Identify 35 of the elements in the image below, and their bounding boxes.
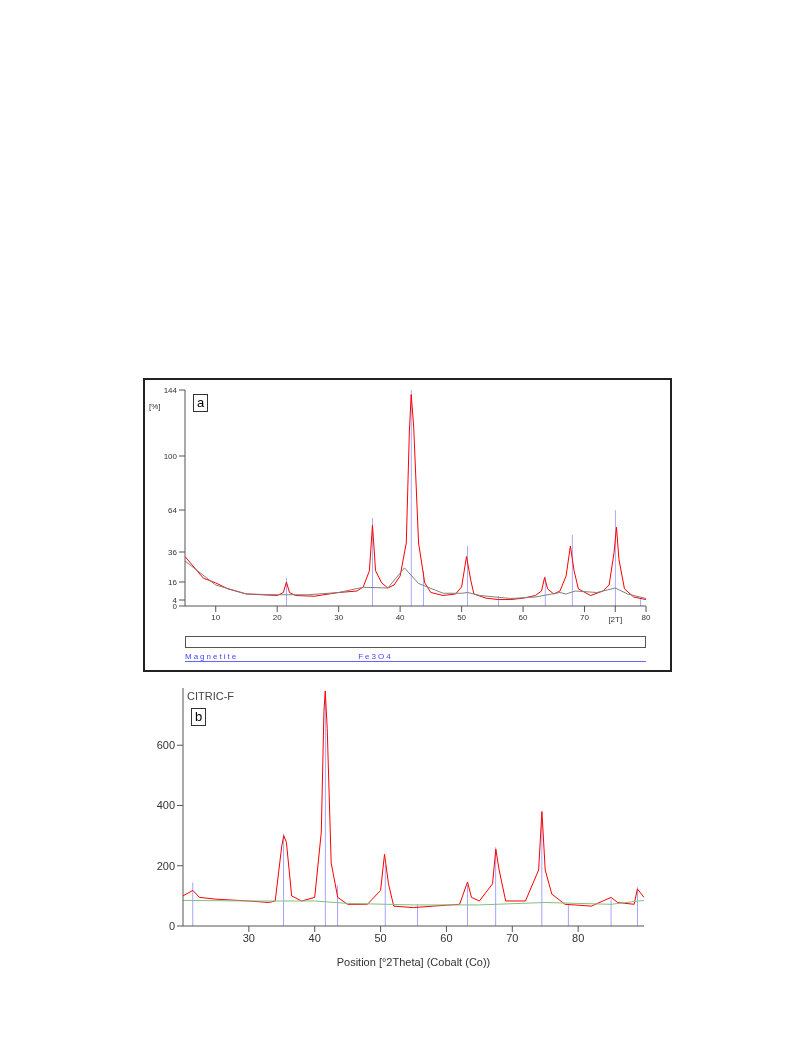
panel-label-box: a	[193, 394, 209, 412]
x-tick-label: 10	[211, 612, 221, 622]
x-tick-label: 50	[457, 612, 467, 622]
x-tick-label: 20	[272, 612, 283, 622]
x-tick-label: 60	[440, 931, 453, 944]
x-tick-label: 50	[374, 931, 387, 944]
x-tick-label: 70	[506, 931, 519, 944]
x-tick-label: 80	[641, 612, 651, 622]
line-series	[185, 394, 646, 601]
line-series	[183, 690, 644, 909]
text: Magnetite	[185, 652, 239, 661]
x-tick-label: 80	[572, 931, 585, 944]
y-tick-label: 0	[168, 919, 175, 932]
x-axis-title: Position [°2Theta] (Cobalt (Co))	[336, 956, 491, 968]
y-tick-label: 36	[168, 547, 178, 557]
y-tick-label: 64	[168, 505, 178, 515]
x-tick-label: 70	[580, 612, 590, 622]
x-tick-label: 60	[518, 612, 529, 622]
chart-title: CITRIC-F	[187, 690, 235, 702]
y-axis-title: [%]	[149, 402, 161, 411]
line-series	[185, 560, 646, 599]
y-tick-label: 4	[172, 595, 178, 605]
y-tick-label: 600	[156, 739, 175, 752]
x-tick-label: 30	[334, 612, 344, 622]
x-axis-title: [2T]	[607, 615, 624, 624]
y-tick-label: 100	[163, 451, 178, 461]
x-tick-label: 40	[395, 612, 406, 622]
text: Fe3O4	[358, 652, 393, 661]
x-tick-label: 30	[242, 931, 255, 944]
x-tick-label: 40	[308, 931, 321, 944]
y-tick-label: 144	[163, 385, 178, 395]
y-tick-label: 400	[156, 799, 175, 812]
y-tick-label: 16	[168, 577, 178, 587]
panel-label-box: b	[191, 708, 207, 726]
y-tick-label: 200	[156, 859, 175, 872]
